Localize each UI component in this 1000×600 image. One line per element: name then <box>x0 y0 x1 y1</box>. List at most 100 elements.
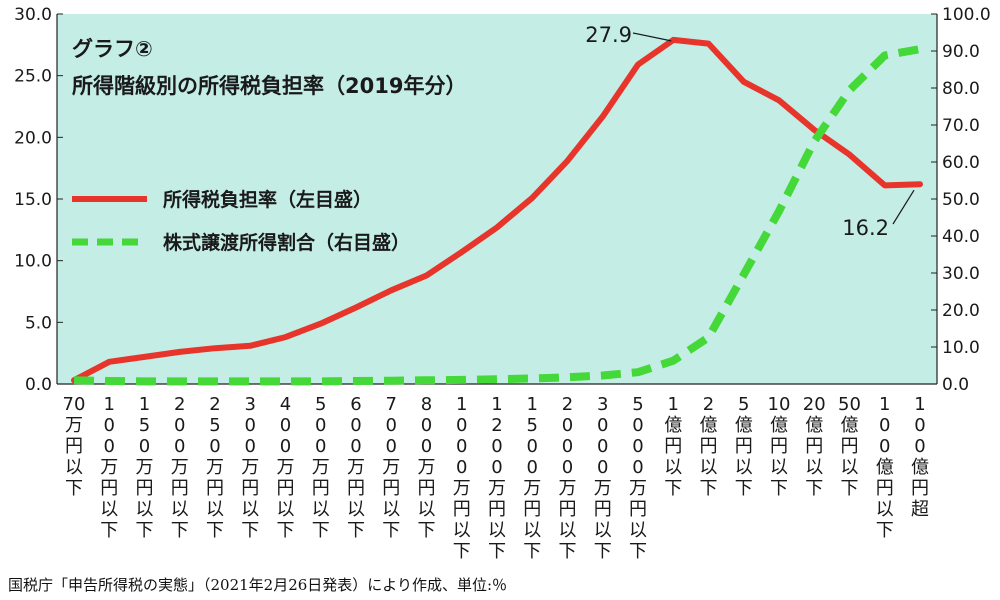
x-tick-char: 円 <box>136 478 154 499</box>
data-point <box>461 251 463 253</box>
plot-area <box>57 14 937 384</box>
x-tick-char: 円 <box>347 478 365 499</box>
x-tick-char: 円 <box>453 499 471 520</box>
left-tick-label: 15.0 <box>14 190 52 210</box>
data-point <box>849 154 851 156</box>
x-tick-char: 3 <box>245 394 256 415</box>
x-tick-char: 0 <box>562 415 573 436</box>
legend-label-burden-rate: 所得税負担率（左目盛） <box>163 188 372 211</box>
data-point <box>320 380 322 382</box>
x-tick-char: 8 <box>421 394 432 415</box>
annotation-layer: 27.9 16.2 <box>585 23 915 240</box>
x-tick-char: 1 <box>527 394 538 415</box>
x-tick-char: 円 <box>241 478 259 499</box>
left-tick-label: 30.0 <box>14 5 52 25</box>
x-tick-char: 50 <box>838 394 861 415</box>
data-point <box>390 289 392 291</box>
data-point <box>214 380 216 382</box>
data-point <box>461 379 463 381</box>
data-point <box>743 81 745 83</box>
x-tick-char: 0 <box>491 436 502 457</box>
x-tick-char: 万 <box>100 457 118 478</box>
x-tick-char: 万 <box>629 478 647 499</box>
x-tick-char: 円 <box>277 478 295 499</box>
x-tick-char: 0 <box>174 436 185 457</box>
x-tick-char: 円 <box>488 499 506 520</box>
x-tick-char: 以 <box>241 499 259 520</box>
x-tick-char: 6 <box>350 394 361 415</box>
x-tick-char: 5 <box>527 415 538 436</box>
x-tick-char: 2 <box>491 415 502 436</box>
data-point <box>285 380 287 382</box>
x-tick-char: 万 <box>559 478 577 499</box>
x-tick-char: 1 <box>456 394 467 415</box>
data-point <box>778 99 780 101</box>
x-tick-char: 0 <box>315 415 326 436</box>
x-tick-char: 70 <box>63 394 86 415</box>
x-tick-char: 億 <box>805 415 823 436</box>
data-point <box>919 183 921 185</box>
data-point <box>778 210 780 212</box>
data-point <box>73 379 75 381</box>
x-tick-char: 万 <box>171 457 189 478</box>
x-tick-char: 円 <box>664 436 682 457</box>
x-tick-char: 円 <box>841 436 859 457</box>
x-tick-char: 以 <box>805 457 823 478</box>
x-tick-char: 以 <box>206 499 224 520</box>
x-tick-char: 0 <box>421 436 432 457</box>
x-tick-char: 下 <box>664 478 682 499</box>
data-point <box>637 371 639 373</box>
x-tick-char: 下 <box>206 520 224 541</box>
x-tick-char: 億 <box>770 415 788 436</box>
x-tick-char: 下 <box>171 520 189 541</box>
x-tick-char: 1 <box>879 394 890 415</box>
x-axis: 70万円以下100万円以下150万円以下200万円以下250万円以下300万円以… <box>57 383 937 562</box>
x-tick-char: 円 <box>206 478 224 499</box>
data-point <box>496 378 498 380</box>
x-tick-char: 下 <box>805 478 823 499</box>
data-point <box>708 43 710 45</box>
data-point <box>708 336 710 338</box>
x-tick-char: 0 <box>350 415 361 436</box>
x-tick-char: 4 <box>280 394 291 415</box>
x-tick-char: 下 <box>418 520 436 541</box>
data-point <box>426 379 428 381</box>
x-tick-char: 下 <box>136 520 154 541</box>
x-tick-char: 万 <box>453 478 471 499</box>
data-point <box>567 376 569 378</box>
x-tick-char: 以 <box>347 499 365 520</box>
data-point <box>602 115 604 117</box>
x-tick-char: 万 <box>241 457 259 478</box>
data-point <box>249 345 251 347</box>
x-tick-char: 0 <box>421 415 432 436</box>
x-tick-char: 億 <box>911 457 929 478</box>
x-tick-char: 5 <box>632 394 643 415</box>
x-tick-char: 0 <box>280 436 291 457</box>
data-point <box>567 160 569 162</box>
right-tick-label: 30.0 <box>942 264 980 284</box>
annotation-leader <box>632 32 672 42</box>
data-point <box>531 197 533 199</box>
x-tick-char: 億 <box>700 415 718 436</box>
x-tick-char: 1 <box>491 394 502 415</box>
legend-label-stock-transfer-share: 株式譲渡所得割合（右目盛） <box>163 231 410 254</box>
x-tick-char: 0 <box>597 415 608 436</box>
right-tick-label: 10.0 <box>942 338 980 358</box>
x-tick-char: 以 <box>594 520 612 541</box>
x-tick-char: 以 <box>453 520 471 541</box>
x-tick-char: 億 <box>841 415 859 436</box>
annotation-label: 27.9 <box>585 23 632 47</box>
x-tick-char: 以 <box>770 457 788 478</box>
x-tick-char: 5 <box>209 415 220 436</box>
left-tick-label: 0.0 <box>25 375 52 395</box>
